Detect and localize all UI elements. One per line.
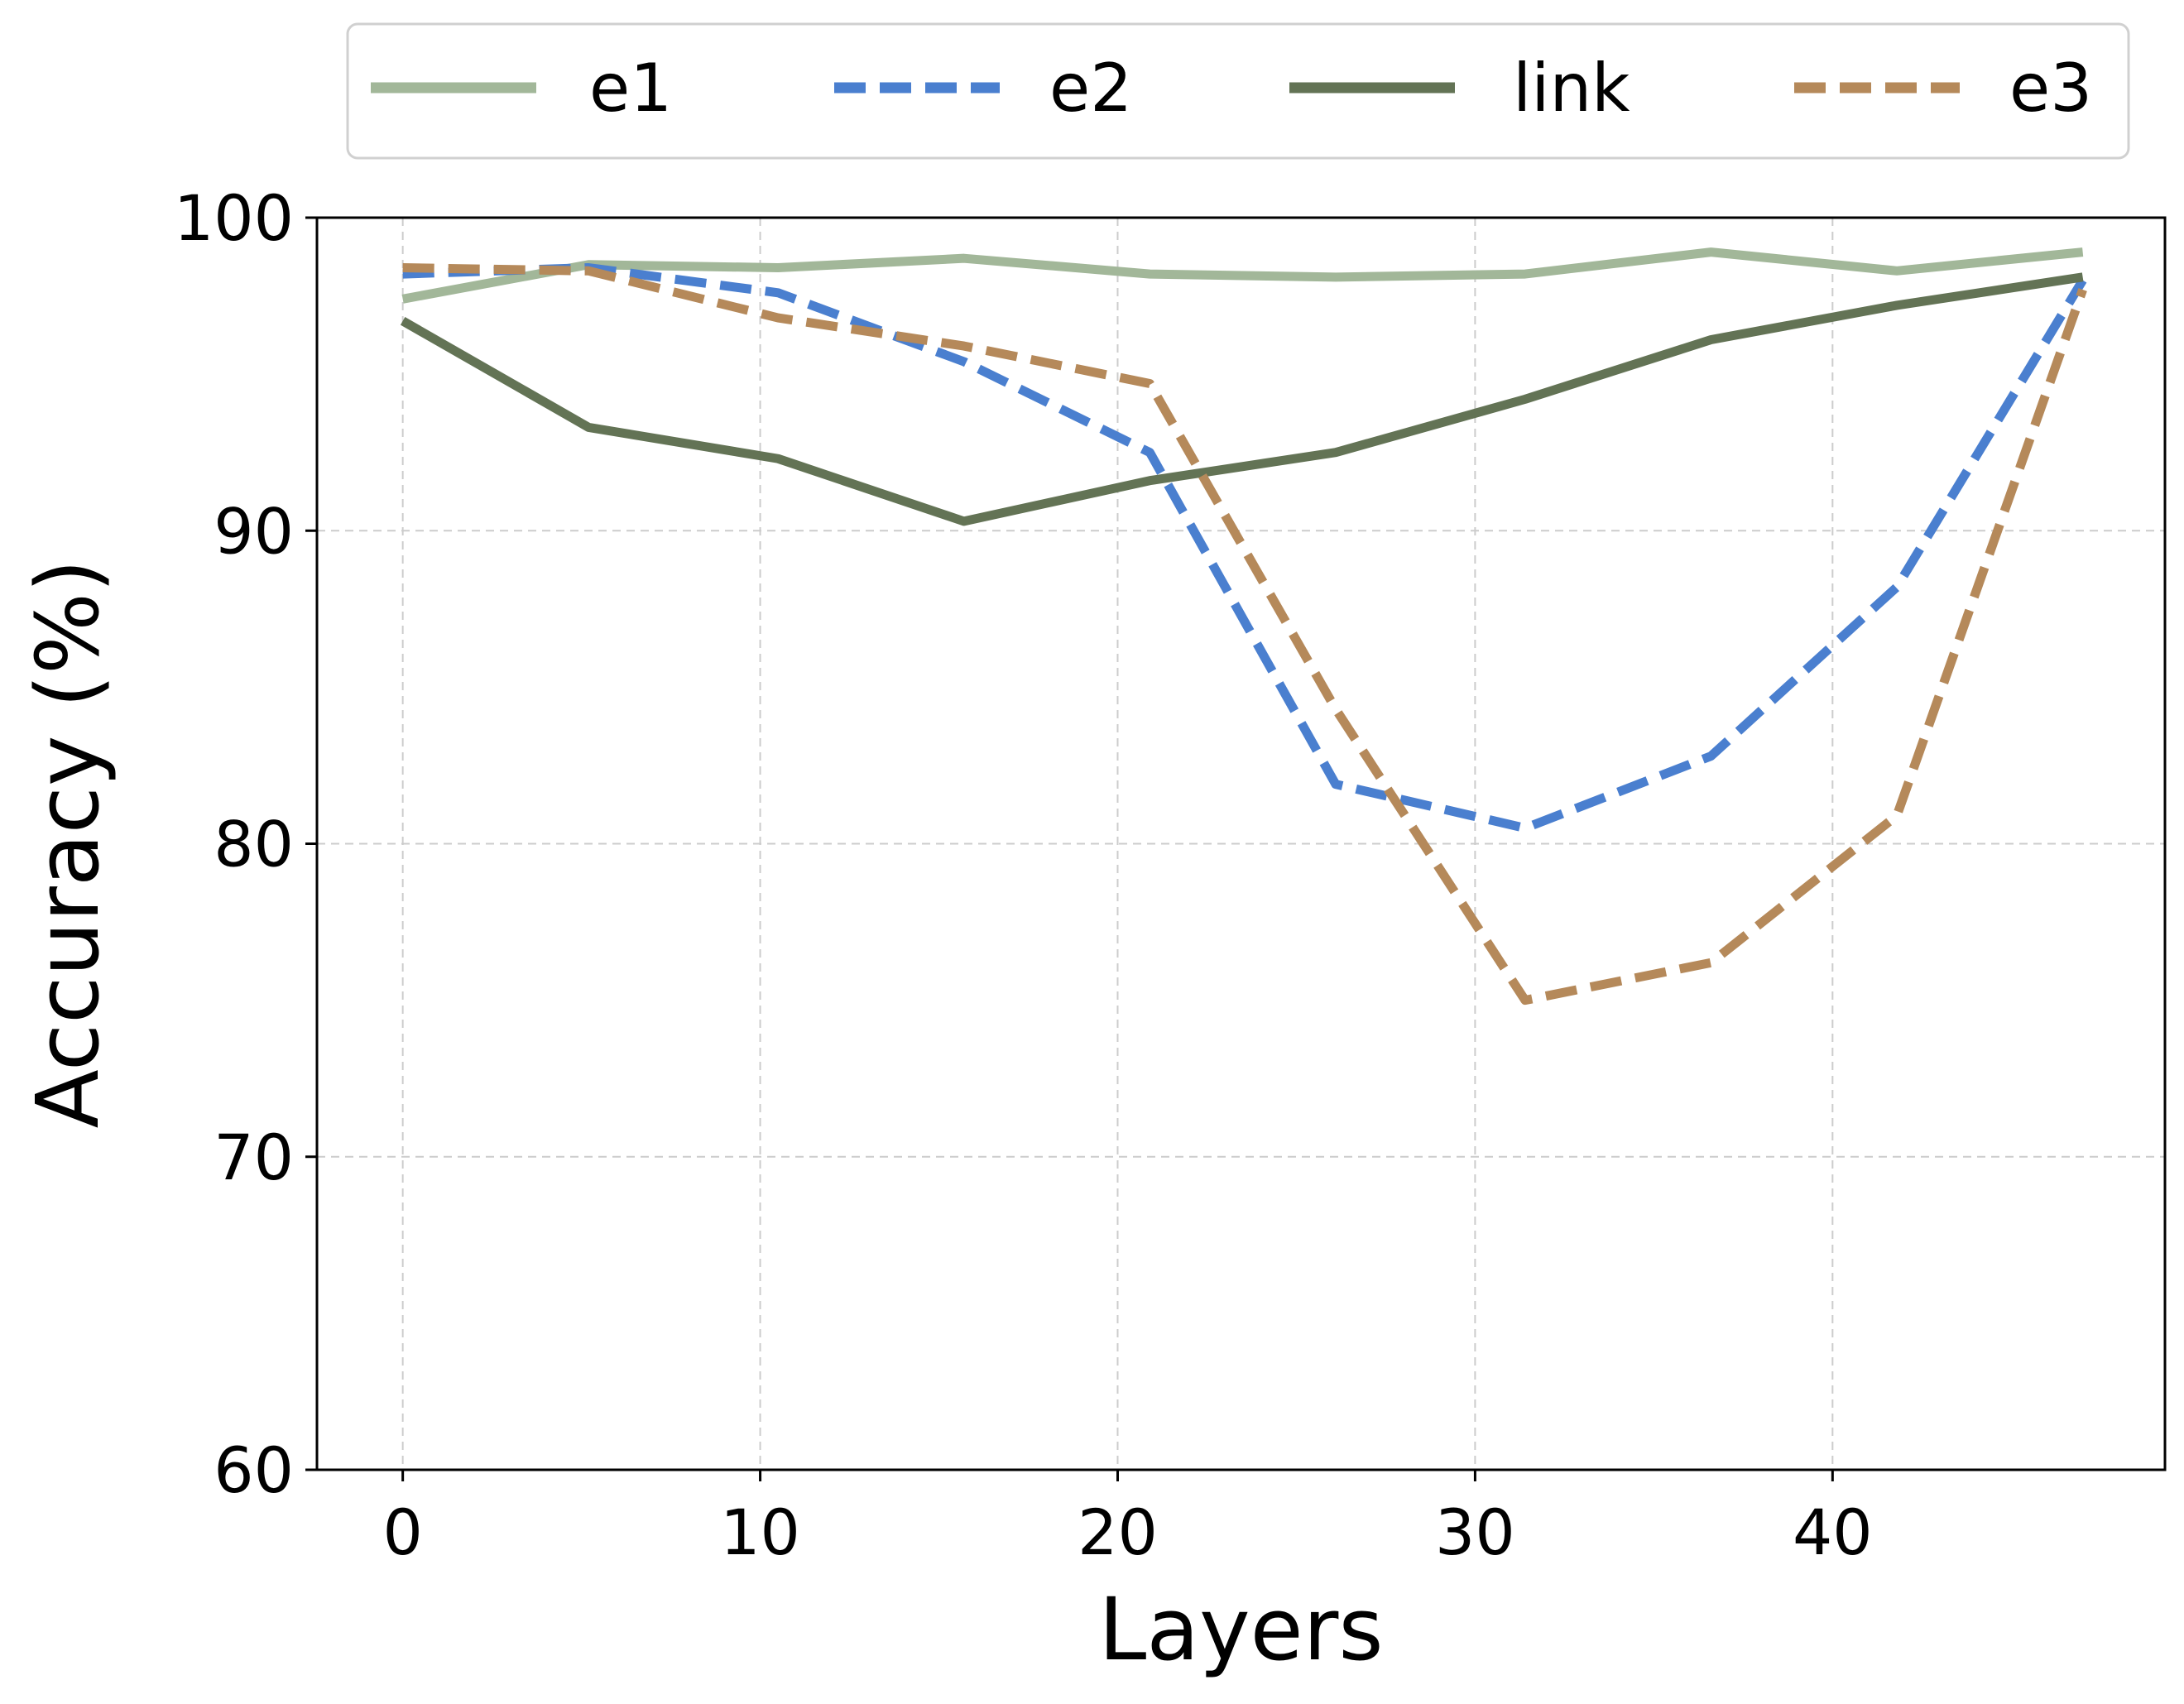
y-axis-ticks: 60 70 80 90 100 [174, 181, 317, 1507]
plot-frame [315, 216, 2167, 1471]
grid-lines [317, 217, 2165, 1471]
y-axis-title: Accuracy (%) [17, 559, 118, 1129]
y-tick-label: 100 [174, 181, 294, 255]
y-tick-label: 70 [214, 1121, 294, 1194]
x-tick-label: 10 [720, 1495, 800, 1569]
legend-box [346, 22, 2130, 160]
x-axis-title: Layers [1098, 1579, 1383, 1680]
legend-label-e2: e2 [1049, 50, 1132, 127]
series-line-e3 [402, 263, 2087, 1006]
x-axis-ticks: 0 10 20 30 40 [382, 1470, 1873, 1569]
y-tick-label: 80 [214, 808, 294, 881]
series-line-e2 [402, 263, 2087, 833]
x-tick-label: 0 [382, 1495, 422, 1569]
x-tick-label: 40 [1793, 1495, 1873, 1569]
y-tick-label: 60 [214, 1433, 294, 1507]
y-tick-label: 90 [214, 494, 294, 568]
x-tick-label: 20 [1078, 1495, 1158, 1569]
legend: e1 e2 link e3 [346, 22, 2130, 160]
legend-label-link: link [1513, 50, 1630, 127]
legend-label-e3: e3 [2009, 50, 2092, 127]
x-tick-label: 30 [1435, 1495, 1515, 1569]
legend-label-e1: e1 [589, 50, 672, 127]
series-line-e1 [401, 247, 2084, 304]
series-line-link [400, 272, 2084, 526]
series-lines [400, 247, 2087, 1006]
